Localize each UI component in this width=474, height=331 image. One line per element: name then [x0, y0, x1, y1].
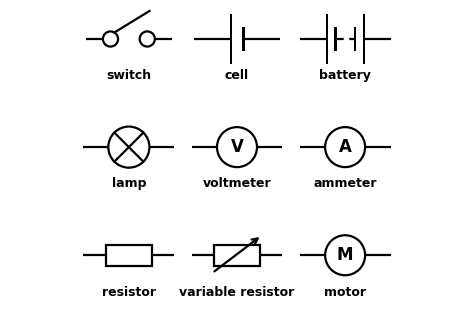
Text: V: V — [230, 138, 244, 156]
Text: motor: motor — [324, 286, 366, 299]
Bar — [106, 245, 152, 265]
Bar — [242, 27, 245, 51]
Text: A: A — [339, 138, 352, 156]
Text: resistor: resistor — [102, 286, 156, 299]
Bar — [334, 27, 337, 51]
Text: lamp: lamp — [111, 177, 146, 190]
Text: voltmeter: voltmeter — [203, 177, 271, 190]
Bar — [354, 27, 356, 51]
Text: switch: switch — [106, 69, 151, 82]
Text: M: M — [337, 246, 354, 264]
Bar — [214, 245, 260, 265]
Text: battery: battery — [319, 69, 371, 82]
Text: ammeter: ammeter — [313, 177, 377, 190]
Text: variable resistor: variable resistor — [179, 286, 295, 299]
Text: cell: cell — [225, 69, 249, 82]
